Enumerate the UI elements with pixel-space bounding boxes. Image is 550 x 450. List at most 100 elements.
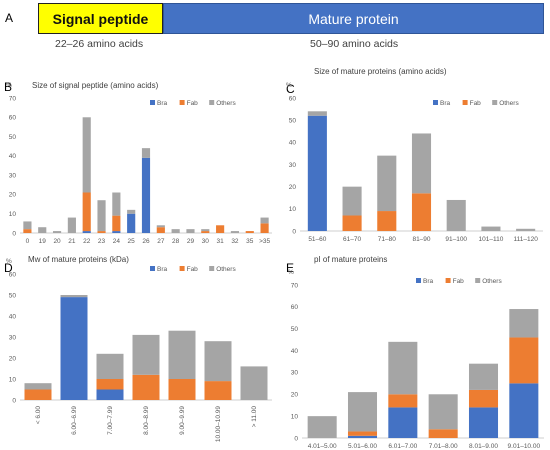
bar-segment-bra <box>127 213 136 233</box>
bar-segment-others <box>377 155 397 212</box>
bar-segment-others <box>446 199 466 231</box>
bar-segment-fab <box>132 374 160 400</box>
panel-label: D <box>4 261 13 275</box>
bar-segment-others <box>67 217 76 233</box>
x-tick-label: 4.01–5.00 <box>308 443 337 450</box>
legend-label-others: Others <box>216 100 236 107</box>
legend-swatch-fab <box>462 100 468 105</box>
bar-segment-bra <box>96 389 124 400</box>
y-tick-label: 20 <box>9 355 17 362</box>
x-tick-label: 29 <box>187 238 195 245</box>
x-tick-label: 61–70 <box>343 236 361 243</box>
mature-protein-mw-chart: D Mw of mature proteins (kDa)% 0 10 20 30 40 50… <box>4 255 272 442</box>
bar-segment-others <box>171 229 180 233</box>
panel-label: B <box>4 80 12 94</box>
legend-swatch-others <box>209 100 215 105</box>
legend-swatch-others <box>492 100 498 105</box>
bar-segment-others <box>307 416 337 438</box>
y-tick-label: 60 <box>291 304 299 311</box>
bar-segment-others <box>468 363 499 390</box>
bar-segment-bra <box>347 435 378 438</box>
x-tick-label: 81–90 <box>412 236 430 243</box>
y-tick-label: 60 <box>289 95 297 102</box>
y-tick-label: 40 <box>9 313 17 320</box>
y-tick-label: 20 <box>289 184 297 191</box>
y-tick-label: 40 <box>289 140 297 147</box>
bar-segment-others <box>516 228 536 231</box>
y-tick-label: 60 <box>9 115 17 122</box>
bar-segment-bra <box>82 231 91 233</box>
bar-segment-bra <box>468 407 499 438</box>
y-tick-label: 60 <box>9 271 17 278</box>
bar-segment-others <box>127 209 136 214</box>
legend-label-others: Others <box>499 100 519 107</box>
y-tick-label: 70 <box>9 95 17 102</box>
bar-segment-bra <box>307 115 327 231</box>
bar-segment-bra <box>509 383 539 438</box>
y-axis-unit: % <box>6 258 12 265</box>
bar-segment-others <box>97 200 106 232</box>
bar-segment-others <box>156 225 165 228</box>
bar-segment-others <box>82 117 91 193</box>
legend-label-fab: Fab <box>187 100 199 107</box>
bar-segment-others <box>201 229 210 232</box>
chart-title: Size of signal peptide (amino acids) <box>32 81 159 90</box>
y-tick-label: 30 <box>289 162 297 169</box>
bar-segment-fab <box>82 192 91 232</box>
x-tick-label: 24 <box>113 238 121 245</box>
bar-segment-others <box>481 226 501 231</box>
legend-label-bra: Bra <box>157 266 168 273</box>
signal-peptide-size-chart: B Size of signal peptide (amino acids)% 0 1… <box>4 80 272 245</box>
y-tick-label: 70 <box>291 282 299 289</box>
bar-segment-others <box>342 186 362 216</box>
bar-segment-fab <box>428 429 458 438</box>
y-axis-unit: % <box>286 82 292 89</box>
bar-segment-fab <box>377 211 397 231</box>
mature-protein-pi-chart: EpI of mature proteins% 0 10 20 30 40 50 60 70 4.… <box>286 255 544 450</box>
legend-swatch-bra <box>433 100 438 105</box>
bar-segment-others <box>38 227 47 233</box>
bar-segment-fab <box>168 379 196 400</box>
signal-peptide-box: Signal peptide <box>38 3 163 34</box>
legend-swatch-fab <box>445 278 451 283</box>
y-tick-label: 10 <box>289 206 297 213</box>
mature-range-label: 50–90 amino acids <box>310 38 399 50</box>
y-tick-label: 0 <box>294 435 298 442</box>
bar-segment-fab <box>201 231 210 233</box>
legend-label-bra: Bra <box>440 100 451 107</box>
bar-segment-fab <box>245 231 254 233</box>
x-tick-label: 22 <box>83 238 91 245</box>
panel-label-a: A <box>5 11 14 25</box>
x-tick-label: 26 <box>142 238 150 245</box>
x-tick-label: 8.00–8.99 <box>143 406 150 435</box>
bar-segment-others <box>230 231 240 233</box>
bar-segment-fab <box>204 381 232 400</box>
legend-swatch-fab <box>179 266 185 271</box>
bar-segment-fab <box>509 337 539 384</box>
x-tick-label: 5.01–6.00 <box>348 443 377 450</box>
bar-segment-fab <box>112 215 121 232</box>
bar-segment-bra <box>141 157 151 233</box>
x-tick-label: 19 <box>39 238 47 245</box>
bar-segment-others <box>168 330 196 379</box>
bar-segment-others <box>204 341 232 382</box>
legend-label-bra: Bra <box>423 278 434 285</box>
chart-title: Mw of mature proteins (kDa) <box>28 255 129 264</box>
y-tick-label: 50 <box>9 292 17 299</box>
bar-segment-others <box>24 383 52 390</box>
x-tick-label: 28 <box>172 238 180 245</box>
bar-segment-others <box>60 295 88 298</box>
legend-label-fab: Fab <box>453 278 465 285</box>
x-tick-label: > 11.00 <box>251 406 258 428</box>
bar-segment-others <box>388 341 418 395</box>
bar-segment-fab <box>388 394 418 408</box>
signal-peptide-label: Signal peptide <box>52 11 149 27</box>
bar-segment-others <box>141 148 151 158</box>
bar-segment-others <box>186 229 195 233</box>
legend-label-bra: Bra <box>157 100 168 107</box>
y-tick-label: 40 <box>9 153 17 160</box>
x-tick-label: 111–120 <box>513 236 538 243</box>
bar-segment-fab <box>156 227 165 233</box>
y-tick-label: 50 <box>9 134 17 141</box>
legend-swatch-bra <box>150 266 155 271</box>
